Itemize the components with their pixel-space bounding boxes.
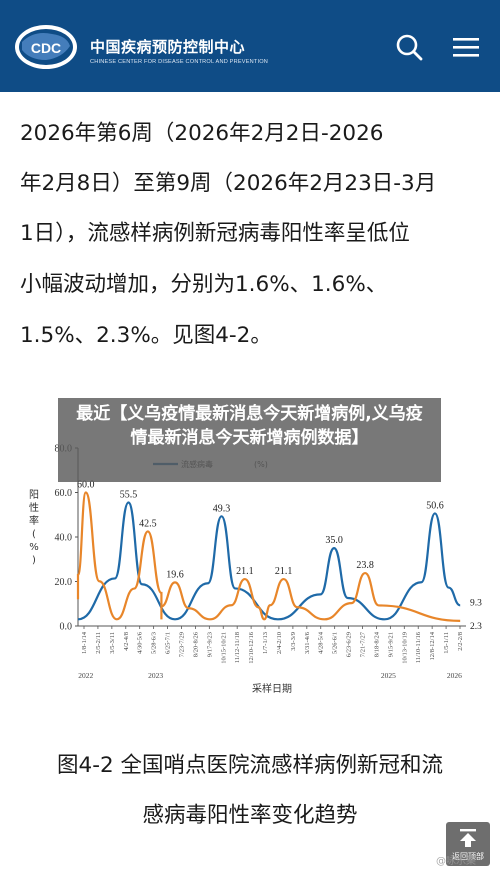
brand-name-en: CHINESE CENTER FOR DISEASE CONTROL AND P… — [90, 59, 269, 65]
x-tick-label: 7/21-7/27 — [360, 631, 367, 657]
chart-svg: 0.020.040.060.080.0阳性率(%)1/8-1/142/5-2/1… — [29, 444, 482, 696]
hamburger-menu-icon — [453, 38, 479, 57]
x-tick-label: 4/28-5/4 — [318, 631, 325, 654]
y-axis-label-char: ( — [32, 529, 36, 540]
y-tick-label: 60.0 — [55, 488, 73, 499]
back-to-top-button[interactable]: 返回顶部 — [446, 822, 490, 866]
x-tick-label: 10/15-10/21 — [220, 632, 227, 664]
x-tick-label: 6/25-7/1 — [165, 632, 172, 654]
article-line-1: 2026年第6周（2026年2月2日-2026 — [20, 121, 384, 146]
x-tick-label: 1/8-1/14 — [81, 631, 88, 654]
x-tick-label: 5/28-6/3 — [151, 632, 158, 654]
arrow-up-to-top-icon — [460, 829, 476, 847]
back-to-top-label: 返回顶部 — [452, 852, 484, 861]
x-tick-label: 7/23-7/29 — [178, 632, 185, 657]
data-label: 23.8 — [356, 560, 374, 571]
data-label: 49.3 — [213, 503, 231, 514]
x-tick-label: 3/5-3/11 — [109, 632, 116, 654]
search-button[interactable] — [394, 32, 424, 62]
y-axis-label-char: 性 — [29, 501, 39, 514]
x-tick-label: 9/15-9/21 — [387, 632, 394, 657]
article-line-5: 1.5%、2.3%。见图4-2。 — [20, 323, 272, 348]
article-line-2: 年2月8日）至第9周（2026年2月23日-3月 — [20, 171, 437, 196]
site-header: CDC 中国疾病预防控制中心 CHINESE CENTER FOR DISEAS… — [0, 0, 500, 92]
x-tick-label: 5/26-6/1 — [332, 632, 339, 654]
x-tick-label: 4/30-5/6 — [137, 631, 144, 654]
x-year-label: 2026 — [447, 671, 462, 680]
y-axis-label-char: 阳 — [29, 489, 39, 501]
x-tick-label: 1/5-1/11 — [443, 632, 450, 654]
x-tick-label: 2/5-2/11 — [95, 632, 102, 654]
positivity-rate-chart: 0.020.040.060.080.0阳性率(%)1/8-1/142/5-2/1… — [18, 438, 488, 700]
data-label: 35.0 — [325, 535, 343, 546]
y-axis-label-char: ) — [32, 555, 36, 566]
x-tick-label: 3/31-4/6 — [304, 631, 311, 654]
x-tick-label: 9/17-9/23 — [206, 632, 213, 657]
data-label: 55.5 — [120, 490, 138, 501]
x-year-label: 2025 — [381, 671, 396, 680]
x-year-label: 2022 — [78, 671, 93, 680]
y-axis-label-char: % — [29, 542, 39, 553]
y-tick-label: 40.0 — [55, 533, 73, 544]
end-value-label: 9.3 — [470, 598, 482, 608]
series-line-covid — [76, 491, 461, 622]
cdc-logo[interactable]: CDC — [12, 22, 80, 72]
watermark-text: @咏乐集 — [436, 856, 476, 867]
article-line-4: 小幅波动增加，分别为1.6%、1.6%、 — [20, 272, 388, 297]
figure-caption-line-2: 感病毒阳性率变化趋势 — [142, 803, 358, 828]
x-tick-label: 2/2-2/8 — [457, 632, 464, 651]
logo-text: CDC — [31, 40, 61, 56]
series-line-influenza — [77, 501, 461, 621]
article-line-3: 1日），流感样病例新冠病毒阳性率呈低位 — [20, 221, 410, 246]
x-tick-label: 4/2-4/8 — [123, 632, 130, 651]
menu-button[interactable] — [451, 32, 481, 62]
data-label: 21.1 — [275, 566, 293, 577]
y-axis-label-char: 率 — [29, 514, 39, 527]
overlay-title[interactable]: 最近【义乌疫情最新消息今天新增病例,义乌疫情最新消息今天新增病例数据】 — [76, 404, 423, 448]
x-tick-label: 12/8-12/14 — [429, 631, 436, 660]
figure-caption-line-1: 图4-2 全国哨点医院流感样病例新冠和流 — [57, 753, 443, 778]
search-icon — [396, 34, 423, 61]
y-tick-label: 20.0 — [55, 577, 73, 588]
x-tick-label: 6/23-6/29 — [346, 632, 353, 657]
x-axis-label: 采样日期 — [252, 682, 292, 695]
x-tick-label: 8/20-8/26 — [192, 631, 199, 657]
x-tick-label: 12/10-12/16 — [248, 631, 255, 664]
x-tick-label: 11/12-11/18 — [234, 632, 241, 663]
data-label: 60.0 — [77, 480, 95, 491]
end-value-label: 2.3 — [470, 622, 482, 632]
data-label: 19.6 — [166, 569, 184, 580]
x-tick-label: 10/13-10/19 — [401, 632, 408, 664]
headline-overlay[interactable]: 最近【义乌疫情最新消息今天新增病例,义乌疫情最新消息今天新增病例数据】 — [58, 398, 441, 482]
brand-name-cn: 中国疾病预防控制中心 — [90, 38, 246, 56]
y-tick-label: 0.0 — [60, 622, 73, 633]
x-tick-label: 3/3-3/9 — [290, 632, 297, 651]
x-tick-label: 8/18-8/24 — [373, 631, 380, 657]
data-label: 42.5 — [139, 518, 157, 529]
x-year-label: 2023 — [148, 671, 163, 680]
x-tick-label: 11/10-11/16 — [415, 631, 422, 663]
data-label: 21.1 — [236, 566, 254, 577]
x-tick-label: 2/4-2/10 — [276, 632, 283, 654]
data-label: 50.6 — [426, 500, 444, 511]
x-tick-label: 1/7-1/13 — [262, 632, 269, 654]
